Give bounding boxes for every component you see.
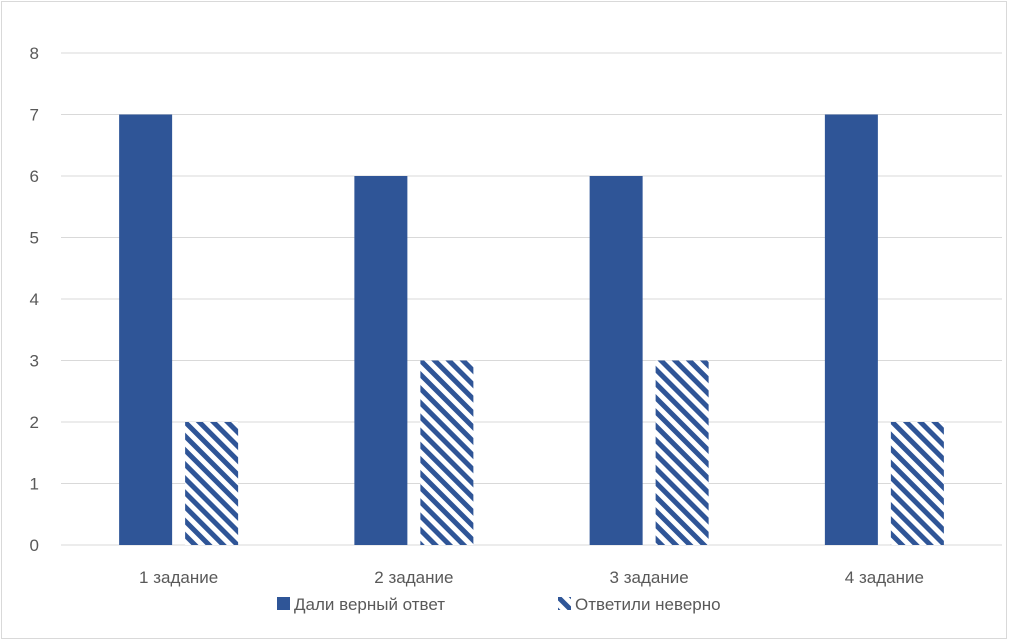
y-tick-label: 4 [30, 290, 39, 309]
bar-series-1-cat-1 [119, 114, 173, 545]
x-category-label: 4 задание [845, 568, 924, 587]
y-tick-label: 7 [30, 106, 39, 125]
bar-series-1-cat-2 [354, 176, 408, 545]
bar-series-1-cat-3 [589, 176, 643, 545]
y-tick-label: 2 [30, 413, 39, 432]
bar-series-2-cat-2 [420, 360, 474, 545]
bar-series-2-cat-3 [655, 360, 709, 545]
y-tick-label: 5 [30, 229, 39, 248]
legend-label-series-2: Ответили неверно [575, 595, 721, 614]
x-category-label: 3 задание [610, 568, 689, 587]
legend-item-series-2: Ответили неверно [558, 595, 721, 614]
x-category-label: 1 задание [139, 568, 218, 587]
y-axis-tick-labels: 0 1 2 3 4 5 6 7 8 [30, 44, 39, 555]
bar-series-2-cat-4 [890, 422, 944, 545]
legend-swatch-series-2 [558, 597, 571, 610]
legend: Дали верный ответ Ответили неверно [277, 595, 721, 614]
x-axis-category-labels: 1 задание 2 задание 3 задание 4 задание [139, 568, 924, 587]
x-category-label: 2 задание [374, 568, 453, 587]
y-tick-label: 8 [30, 44, 39, 63]
bar-series-1-cat-4 [824, 114, 878, 545]
y-tick-label: 0 [30, 536, 39, 555]
y-tick-label: 3 [30, 352, 39, 371]
bars [119, 114, 944, 545]
y-tick-label: 6 [30, 167, 39, 186]
y-tick-label: 1 [30, 475, 39, 494]
legend-label-series-1: Дали верный ответ [294, 595, 445, 614]
legend-item-series-1: Дали верный ответ [277, 595, 445, 614]
bar-series-2-cat-1 [185, 422, 239, 545]
legend-swatch-series-1 [277, 597, 290, 610]
